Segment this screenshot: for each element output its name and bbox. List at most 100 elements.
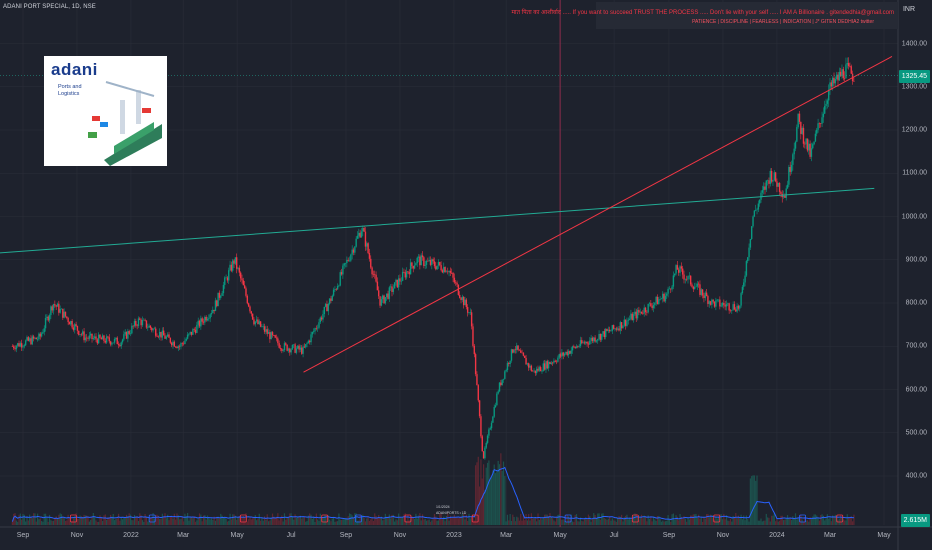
volume-bar xyxy=(246,521,248,525)
volume-bar xyxy=(505,521,507,525)
candle-body xyxy=(15,345,18,350)
volume-bar xyxy=(406,520,408,525)
candle-body xyxy=(784,195,786,198)
volume-bar xyxy=(441,519,444,525)
candle-body xyxy=(659,298,661,300)
candle-body xyxy=(831,77,834,87)
volume-bar xyxy=(759,520,761,525)
volume-bar xyxy=(613,520,615,525)
candle-body xyxy=(34,337,36,339)
volume-bar xyxy=(820,515,822,525)
candle-body xyxy=(220,295,222,298)
candle-body xyxy=(311,332,314,335)
volume-bar xyxy=(709,514,712,525)
candle-body xyxy=(87,338,89,339)
candle-body xyxy=(170,342,173,346)
candle-body xyxy=(339,272,341,286)
candle-body xyxy=(612,325,615,329)
candle-body xyxy=(428,260,430,261)
volume-bar xyxy=(66,520,68,525)
volume-bar xyxy=(739,518,741,525)
candle-body xyxy=(850,66,852,74)
volume-bar xyxy=(298,517,300,525)
volume-bar xyxy=(552,518,554,525)
banner-line-1: मात पिता का आशीर्वाद ..... If you want t… xyxy=(511,10,894,16)
candle-body xyxy=(631,313,633,321)
event-marker xyxy=(239,514,247,523)
candle-body xyxy=(258,321,260,325)
volume-bar xyxy=(110,514,112,525)
volume-bar xyxy=(46,517,48,525)
candle-body xyxy=(841,69,843,77)
volume-bar xyxy=(285,519,287,525)
candle-body xyxy=(586,341,588,344)
candle-body xyxy=(835,74,838,79)
candle-body xyxy=(770,170,773,182)
volume-bar xyxy=(421,514,424,525)
volume-bar xyxy=(107,517,109,525)
candle-body xyxy=(597,339,599,341)
candle-body xyxy=(239,272,242,279)
candle-body xyxy=(639,311,641,313)
volume-bar xyxy=(217,516,219,525)
volume-bar xyxy=(468,513,470,525)
volume-bar xyxy=(732,515,734,525)
candle-body xyxy=(687,276,689,280)
candle-body xyxy=(573,346,575,347)
volume-bar xyxy=(221,515,223,525)
candle-body xyxy=(172,341,174,346)
volume-bar xyxy=(475,465,477,525)
volume-bar xyxy=(171,516,173,525)
volume-bar xyxy=(558,514,560,525)
volume-bar xyxy=(354,513,356,525)
volume-bar xyxy=(607,518,609,525)
candle-body xyxy=(111,343,113,345)
candle-body xyxy=(295,348,298,353)
volume-bar xyxy=(848,517,850,525)
candle-body xyxy=(845,64,847,79)
candle-body xyxy=(715,300,717,307)
volume-bar xyxy=(76,518,79,525)
candle-body xyxy=(695,286,697,288)
volume-bar xyxy=(443,516,445,525)
volume-bar xyxy=(157,515,159,525)
volume-bar xyxy=(541,519,543,525)
candle-body xyxy=(534,370,537,374)
price-axis[interactable]: INR 400.00 500.00 600.00 700.00 800.00 900.00… xyxy=(898,0,932,550)
volume-bar xyxy=(125,514,128,525)
candle-body xyxy=(13,346,15,349)
volume-bar xyxy=(415,513,417,525)
volume-bar xyxy=(794,513,797,525)
volume-bar xyxy=(630,519,632,525)
candle-body xyxy=(720,305,722,307)
symbol-title: ADANI PORT SPECIAL, 1D, NSE xyxy=(3,4,96,10)
candle-body xyxy=(348,260,351,262)
volume-bar xyxy=(622,521,624,525)
candle-body xyxy=(485,442,487,448)
volume-bar xyxy=(463,513,465,525)
candle-body xyxy=(703,295,705,298)
candle-body xyxy=(737,305,740,309)
candle-body xyxy=(747,257,749,262)
volume-bar xyxy=(461,513,463,525)
candle-body xyxy=(816,129,818,134)
candle-body xyxy=(447,271,449,273)
candle-body xyxy=(155,328,157,336)
volume-bar xyxy=(386,516,388,525)
volume-bar xyxy=(775,521,777,525)
y-tick-label: 500.00 xyxy=(905,429,927,437)
candle-body xyxy=(712,299,714,302)
candle-body xyxy=(78,330,80,335)
volume-bar xyxy=(724,519,726,525)
candle-body xyxy=(241,278,243,281)
candle-body xyxy=(624,319,627,326)
signature-banner: मात पिता का आशीर्वाद ..... If you want t… xyxy=(511,2,898,29)
candle-body xyxy=(370,258,372,268)
volume-bar xyxy=(311,518,313,525)
candle-body xyxy=(496,393,498,406)
candle-body xyxy=(218,292,221,298)
candle-body xyxy=(265,329,267,332)
volume-bar xyxy=(748,521,750,525)
volume-bar xyxy=(506,514,509,525)
